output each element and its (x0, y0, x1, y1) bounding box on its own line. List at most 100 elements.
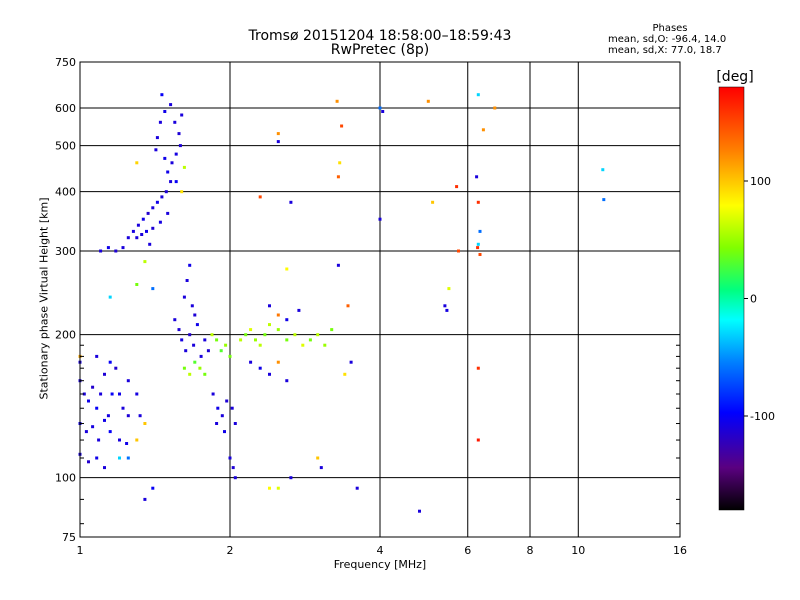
data-point (381, 110, 385, 113)
data-point (84, 430, 88, 434)
data-point (601, 168, 605, 172)
data-point (198, 366, 202, 370)
data-point (340, 124, 344, 128)
x-tick-label: 6 (464, 544, 471, 557)
data-point (151, 287, 155, 291)
data-point (126, 379, 130, 383)
data-point (126, 456, 130, 460)
data-point (289, 200, 293, 204)
data-point (188, 372, 192, 376)
x-tick-label: 16 (673, 544, 687, 557)
data-point (169, 180, 173, 184)
data-point (346, 304, 350, 308)
data-point (184, 349, 188, 353)
data-point (285, 379, 289, 383)
data-points (78, 93, 606, 513)
colorbar (718, 86, 745, 511)
data-point (323, 343, 327, 347)
data-point (476, 438, 480, 442)
data-point (426, 99, 430, 103)
colorbar-tick-label: -100 (750, 410, 775, 423)
data-point (378, 106, 382, 110)
data-point (166, 211, 170, 215)
data-point (195, 323, 199, 327)
data-point (308, 338, 312, 342)
data-point (231, 466, 235, 470)
data-point (476, 242, 480, 246)
colorbar-ticks: 100 0 -100 (744, 175, 775, 423)
data-point (249, 328, 253, 332)
data-point (173, 120, 177, 124)
data-point (478, 253, 482, 256)
data-point (285, 338, 289, 342)
data-point (316, 456, 320, 460)
data-point (145, 229, 148, 233)
phases-heading: Phases (652, 23, 688, 34)
data-point (131, 229, 135, 233)
data-point (188, 263, 192, 267)
data-point (210, 333, 214, 337)
data-point (180, 113, 184, 117)
x-tick-label: 4 (377, 544, 384, 557)
data-point (228, 354, 232, 358)
data-point (182, 165, 186, 169)
data-point (140, 233, 144, 236)
data-point (493, 106, 497, 110)
data-point (103, 372, 106, 376)
data-point (136, 223, 140, 227)
data-point (335, 99, 339, 103)
data-point (244, 333, 248, 337)
data-point (143, 260, 147, 264)
data-point (476, 366, 480, 370)
data-point (276, 132, 280, 136)
data-point (125, 442, 129, 445)
data-point (285, 318, 289, 322)
data-point (126, 414, 130, 418)
data-point (143, 422, 147, 425)
data-point (215, 422, 219, 425)
data-point (158, 220, 162, 224)
data-point (203, 372, 207, 376)
data-point (203, 338, 207, 342)
data-point (182, 366, 186, 370)
data-point (177, 328, 181, 332)
data-point (233, 422, 237, 425)
data-point (276, 328, 280, 332)
data-point (135, 392, 139, 396)
data-point (118, 456, 121, 460)
data-point (177, 132, 181, 136)
data-point (95, 456, 99, 460)
data-point (258, 343, 262, 347)
data-point (103, 466, 106, 470)
data-point (475, 175, 479, 179)
data-point (166, 170, 170, 174)
data-point (173, 318, 177, 322)
data-point (276, 313, 280, 317)
data-point (330, 328, 334, 332)
data-point (108, 430, 112, 434)
y-tick-label: 300 (55, 245, 76, 258)
grid (80, 62, 680, 537)
data-point (224, 343, 228, 347)
data-point (336, 263, 340, 267)
data-point (193, 360, 197, 364)
data-point (126, 236, 130, 240)
colorbar-tick-label: 0 (750, 293, 757, 306)
data-point (170, 161, 174, 165)
y-tick-label: 100 (55, 472, 76, 485)
y-tick-label: 75 (62, 531, 76, 544)
data-point (108, 295, 112, 299)
data-point (163, 156, 167, 160)
data-point (151, 486, 155, 490)
data-point (135, 283, 139, 286)
chart-subtitle: RwPretec (8p) (330, 42, 430, 58)
colorbar-tick-label: 100 (750, 175, 771, 188)
data-point (268, 323, 271, 327)
data-point (481, 128, 485, 132)
data-point (206, 349, 210, 353)
data-point (343, 372, 347, 376)
data-point (91, 385, 95, 389)
data-point (476, 200, 480, 204)
